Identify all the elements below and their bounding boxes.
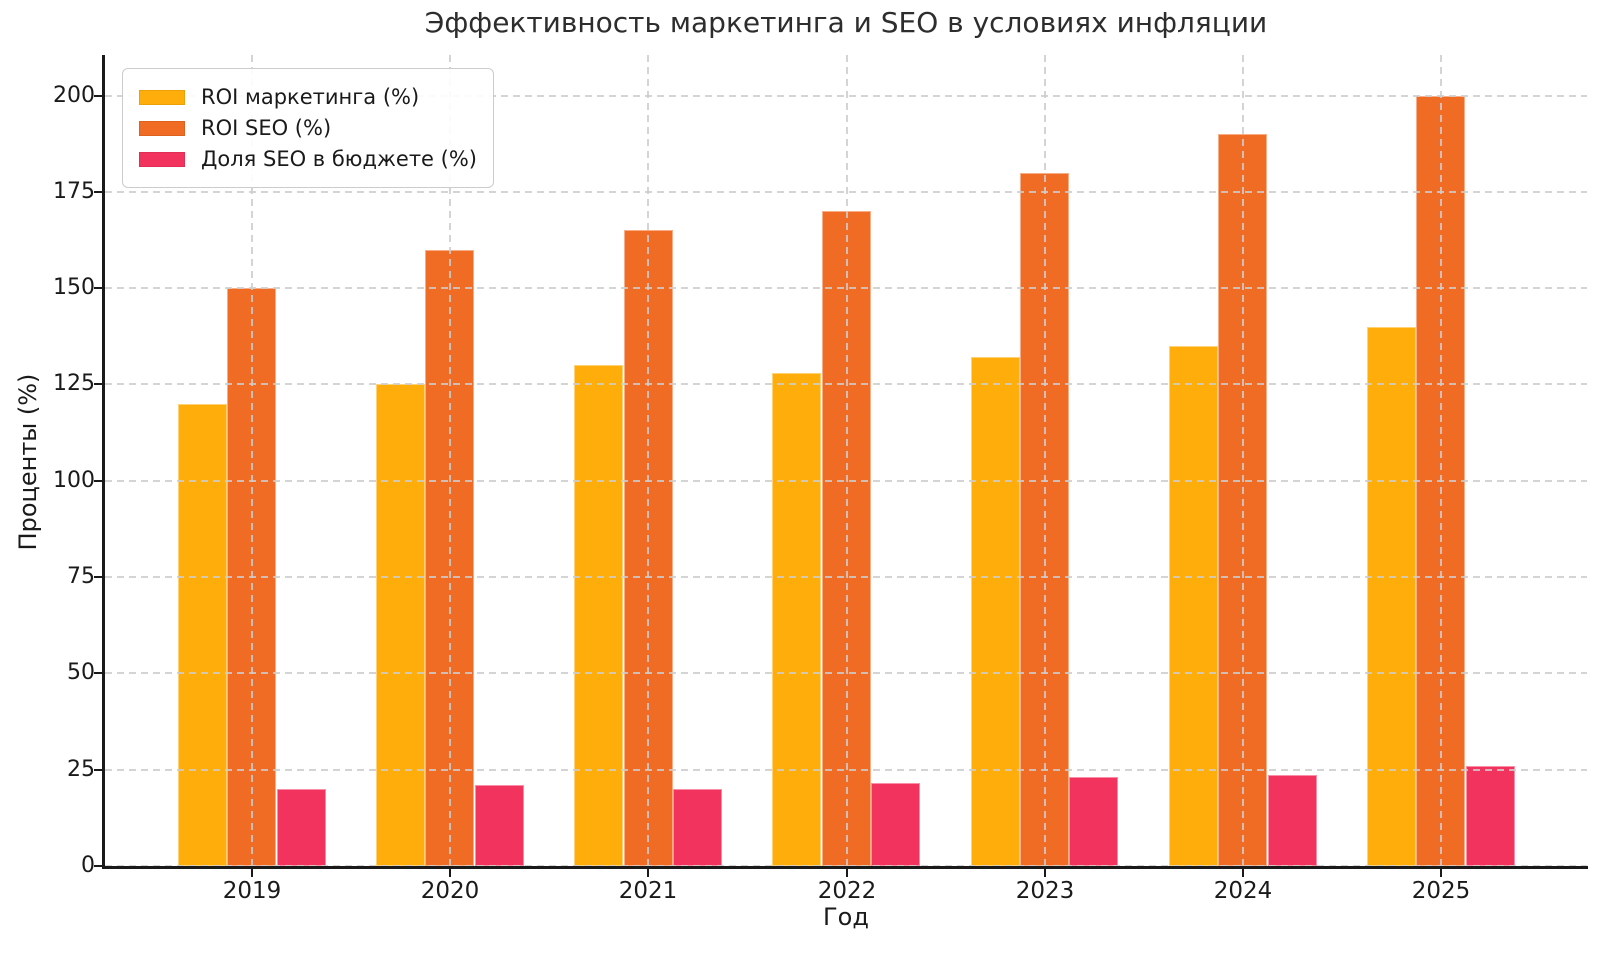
legend-swatch-series3 [139, 151, 185, 167]
xtick-mark-2019 [251, 869, 253, 877]
bar-series3-2019 [277, 789, 326, 866]
x-axis-label: Год [823, 903, 869, 931]
legend-items: ROI маркетинга (%) ROI SEO (%) Доля SEO в … [139, 83, 477, 173]
legend-label-series1: ROI маркетинга (%) [201, 85, 420, 109]
xtick-mark-2023 [1044, 869, 1046, 877]
ytick-mark-150 [94, 287, 102, 289]
bar-series1-2024 [1169, 346, 1218, 866]
legend-item-series2: ROI SEO (%) [139, 114, 477, 142]
ytick-label-175: 175 [53, 179, 95, 204]
gridline-v-2024 [1242, 55, 1244, 866]
xtick-mark-2024 [1242, 869, 1244, 877]
gridline-v-2021 [647, 55, 649, 866]
bar-series3-2023 [1069, 777, 1118, 866]
bar-series1-2020 [376, 384, 425, 866]
ytick-mark-25 [94, 769, 102, 771]
gridline-v-2020 [449, 55, 451, 866]
xtick-mark-2021 [647, 869, 649, 877]
ytick-label-75: 75 [67, 564, 95, 589]
gridline-v-2022 [846, 55, 848, 866]
chart-title: Эффективность маркетинга и SEO в условия… [424, 6, 1268, 39]
xtick-label-2023: 2023 [1015, 878, 1075, 904]
legend-label-series3: Доля SEO в бюджете (%) [201, 147, 477, 171]
xtick-mark-2025 [1440, 869, 1442, 877]
bar-series3-2020 [475, 785, 524, 866]
xtick-label-2019: 2019 [222, 878, 282, 904]
legend-swatch-series2 [139, 120, 185, 136]
ytick-label-0: 0 [81, 853, 95, 878]
ytick-label-200: 200 [53, 83, 95, 108]
ytick-label-150: 150 [53, 275, 95, 300]
ytick-mark-0 [94, 865, 102, 867]
ytick-mark-125 [94, 383, 102, 385]
ytick-label-125: 125 [53, 371, 95, 396]
gridline-v-2025 [1440, 55, 1442, 866]
x-axis-spine [102, 866, 1588, 869]
ytick-mark-50 [94, 672, 102, 674]
bar-series1-2022 [772, 373, 821, 866]
ytick-mark-100 [94, 480, 102, 482]
legend-item-series1: ROI маркетинга (%) [139, 83, 477, 111]
xtick-label-2020: 2020 [420, 878, 480, 904]
ytick-mark-75 [94, 576, 102, 578]
bar-series3-2022 [871, 783, 920, 866]
ytick-mark-200 [94, 95, 102, 97]
bar-series1-2021 [574, 365, 623, 866]
ytick-label-100: 100 [53, 468, 95, 493]
legend-label-series2: ROI SEO (%) [201, 116, 332, 140]
legend-item-series3: Доля SEO в бюджете (%) [139, 145, 477, 173]
xtick-mark-2022 [846, 869, 848, 877]
ytick-label-25: 25 [67, 757, 95, 782]
xtick-label-2024: 2024 [1213, 878, 1273, 904]
bar-series1-2025 [1367, 327, 1416, 866]
bar-series1-2023 [971, 357, 1020, 866]
ytick-label-50: 50 [67, 660, 95, 685]
gridline-v-2023 [1044, 55, 1046, 866]
y-axis-spine [102, 55, 105, 869]
bar-series3-2024 [1268, 775, 1317, 866]
ytick-mark-175 [94, 191, 102, 193]
xtick-label-2025: 2025 [1411, 878, 1471, 904]
legend-swatch-series1 [139, 89, 185, 105]
legend: ROI маркетинга (%) ROI SEO (%) Доля SEO в … [122, 68, 494, 188]
bar-series3-2021 [673, 789, 722, 866]
bar-series3-2025 [1466, 766, 1515, 866]
xtick-label-2021: 2021 [618, 878, 678, 904]
bar-series1-2019 [178, 404, 227, 866]
gridline-v-2019 [251, 55, 253, 866]
xtick-label-2022: 2022 [817, 878, 877, 904]
xtick-mark-2020 [449, 869, 451, 877]
